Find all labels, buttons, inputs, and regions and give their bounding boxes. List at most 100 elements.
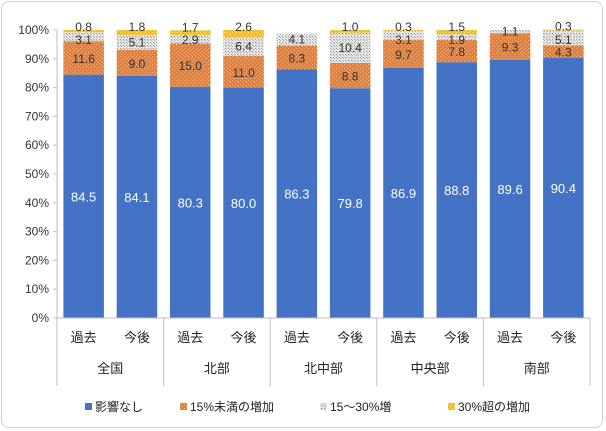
data-label: 1.8 <box>129 20 146 34</box>
data-label: 0.8 <box>75 20 92 34</box>
bar-segment <box>489 59 531 319</box>
data-label: 90.4 <box>551 181 576 196</box>
legend-swatch <box>320 403 327 410</box>
y-tick-label: 0% <box>32 311 50 325</box>
x-tick-label: 過去 <box>390 330 416 345</box>
data-label: 3.1 <box>75 33 92 47</box>
data-label: 1.7 <box>182 20 199 34</box>
y-tick-label: 70% <box>25 109 49 123</box>
bar-segment <box>383 30 424 31</box>
data-label: 80.0 <box>231 196 256 211</box>
bar-segment <box>543 45 584 58</box>
legend-label: 影響なし <box>95 399 143 414</box>
x-tick-label: 今後 <box>231 330 257 345</box>
group-label: 全国 <box>97 361 123 376</box>
bar-segment <box>63 32 104 42</box>
bar-segment <box>436 62 478 319</box>
x-tick-label: 今後 <box>337 330 363 345</box>
data-label: 0.3 <box>395 20 412 34</box>
group-label: 南部 <box>524 361 550 376</box>
data-label: 9.0 <box>129 57 146 71</box>
bar-segment <box>116 49 158 76</box>
bar-segment <box>276 45 318 70</box>
legend: 影響なし 15%未満の増加 15～30%増 30%超の増加 <box>85 399 530 414</box>
data-label: 9.7 <box>395 48 412 62</box>
data-label: 2.9 <box>182 33 199 47</box>
x-tick-label: 今後 <box>124 330 150 345</box>
data-label: 8.8 <box>342 70 359 84</box>
legend-swatch <box>448 403 455 410</box>
y-tick-label: 90% <box>25 52 49 66</box>
bar-segment <box>329 62 371 89</box>
data-label: 89.6 <box>497 182 522 197</box>
bar-segment <box>276 69 318 319</box>
data-label: 84.5 <box>71 189 96 204</box>
y-tick-label: 30% <box>25 225 49 239</box>
data-label: 8.3 <box>289 52 306 66</box>
bar-segment <box>383 67 424 318</box>
bar-segment <box>329 32 371 63</box>
bar-segment <box>116 30 158 36</box>
legend-label: 30%超の増加 <box>458 399 530 414</box>
bar-segment <box>169 30 211 36</box>
data-label: 15.0 <box>179 59 203 73</box>
y-tick-label: 80% <box>25 81 49 95</box>
bar-segment <box>116 75 158 319</box>
x-tick-label: 過去 <box>497 330 523 345</box>
data-label: 1.1 <box>502 25 519 39</box>
data-label: 0.3 <box>555 20 572 34</box>
bar-segment <box>383 30 424 40</box>
axes: 0% 10% 20% 30% 40% 50% 60% 70% 80% 90% 100% <box>18 23 58 325</box>
bar-segment <box>223 87 264 318</box>
data-label: 79.8 <box>337 196 362 211</box>
y-tick-label: 20% <box>25 253 49 267</box>
bar-segment <box>436 39 478 63</box>
bar-segment <box>543 57 584 318</box>
data-label: 5.1 <box>555 33 572 47</box>
bar-segment <box>223 30 264 38</box>
bar-segment <box>276 33 318 46</box>
y-tick-label: 40% <box>25 196 49 210</box>
bar-segment <box>329 30 371 33</box>
data-label: 1.0 <box>342 20 359 34</box>
data-label: 9.3 <box>502 41 519 55</box>
group-label: 北部 <box>204 361 230 376</box>
data-label: 10.4 <box>338 41 362 55</box>
data-label: 84.1 <box>124 190 149 205</box>
data-label: 4.1 <box>289 33 306 47</box>
y-tick-label: 10% <box>25 282 49 296</box>
data-label: 86.3 <box>284 187 309 202</box>
data-label: 11.0 <box>232 66 255 80</box>
y-tick-label: 60% <box>25 138 49 152</box>
data-label: 5.1 <box>129 36 146 50</box>
data-label: 7.8 <box>448 45 465 59</box>
bar-segment <box>436 34 478 40</box>
x-tick-label: 過去 <box>284 330 310 345</box>
legend-label: 15%未満の増加 <box>190 400 274 414</box>
bar-segment <box>63 41 104 75</box>
bar-segment <box>329 88 371 319</box>
bar-segment <box>489 33 531 60</box>
bar-segment <box>63 74 104 318</box>
x-tick-label: 過去 <box>177 330 203 345</box>
bar-segment <box>489 30 531 34</box>
data-label: 1.5 <box>448 20 465 34</box>
data-label: 80.3 <box>178 195 203 210</box>
data-label: 86.9 <box>391 186 416 201</box>
bar-segment <box>223 55 264 88</box>
data-label: 4.3 <box>555 45 572 59</box>
bar-segment <box>436 30 478 35</box>
bars <box>63 29 584 319</box>
bar-segment <box>63 30 104 33</box>
bar-segment <box>169 86 211 319</box>
data-label: 11.6 <box>72 52 95 66</box>
bar-segment <box>169 43 211 87</box>
data-label: 88.8 <box>444 183 469 198</box>
legend-swatch <box>85 403 92 410</box>
data-label: 1.9 <box>448 33 465 47</box>
bar-segment <box>116 35 158 50</box>
bar-segment <box>169 35 211 44</box>
x-tick-label: 今後 <box>550 330 576 345</box>
